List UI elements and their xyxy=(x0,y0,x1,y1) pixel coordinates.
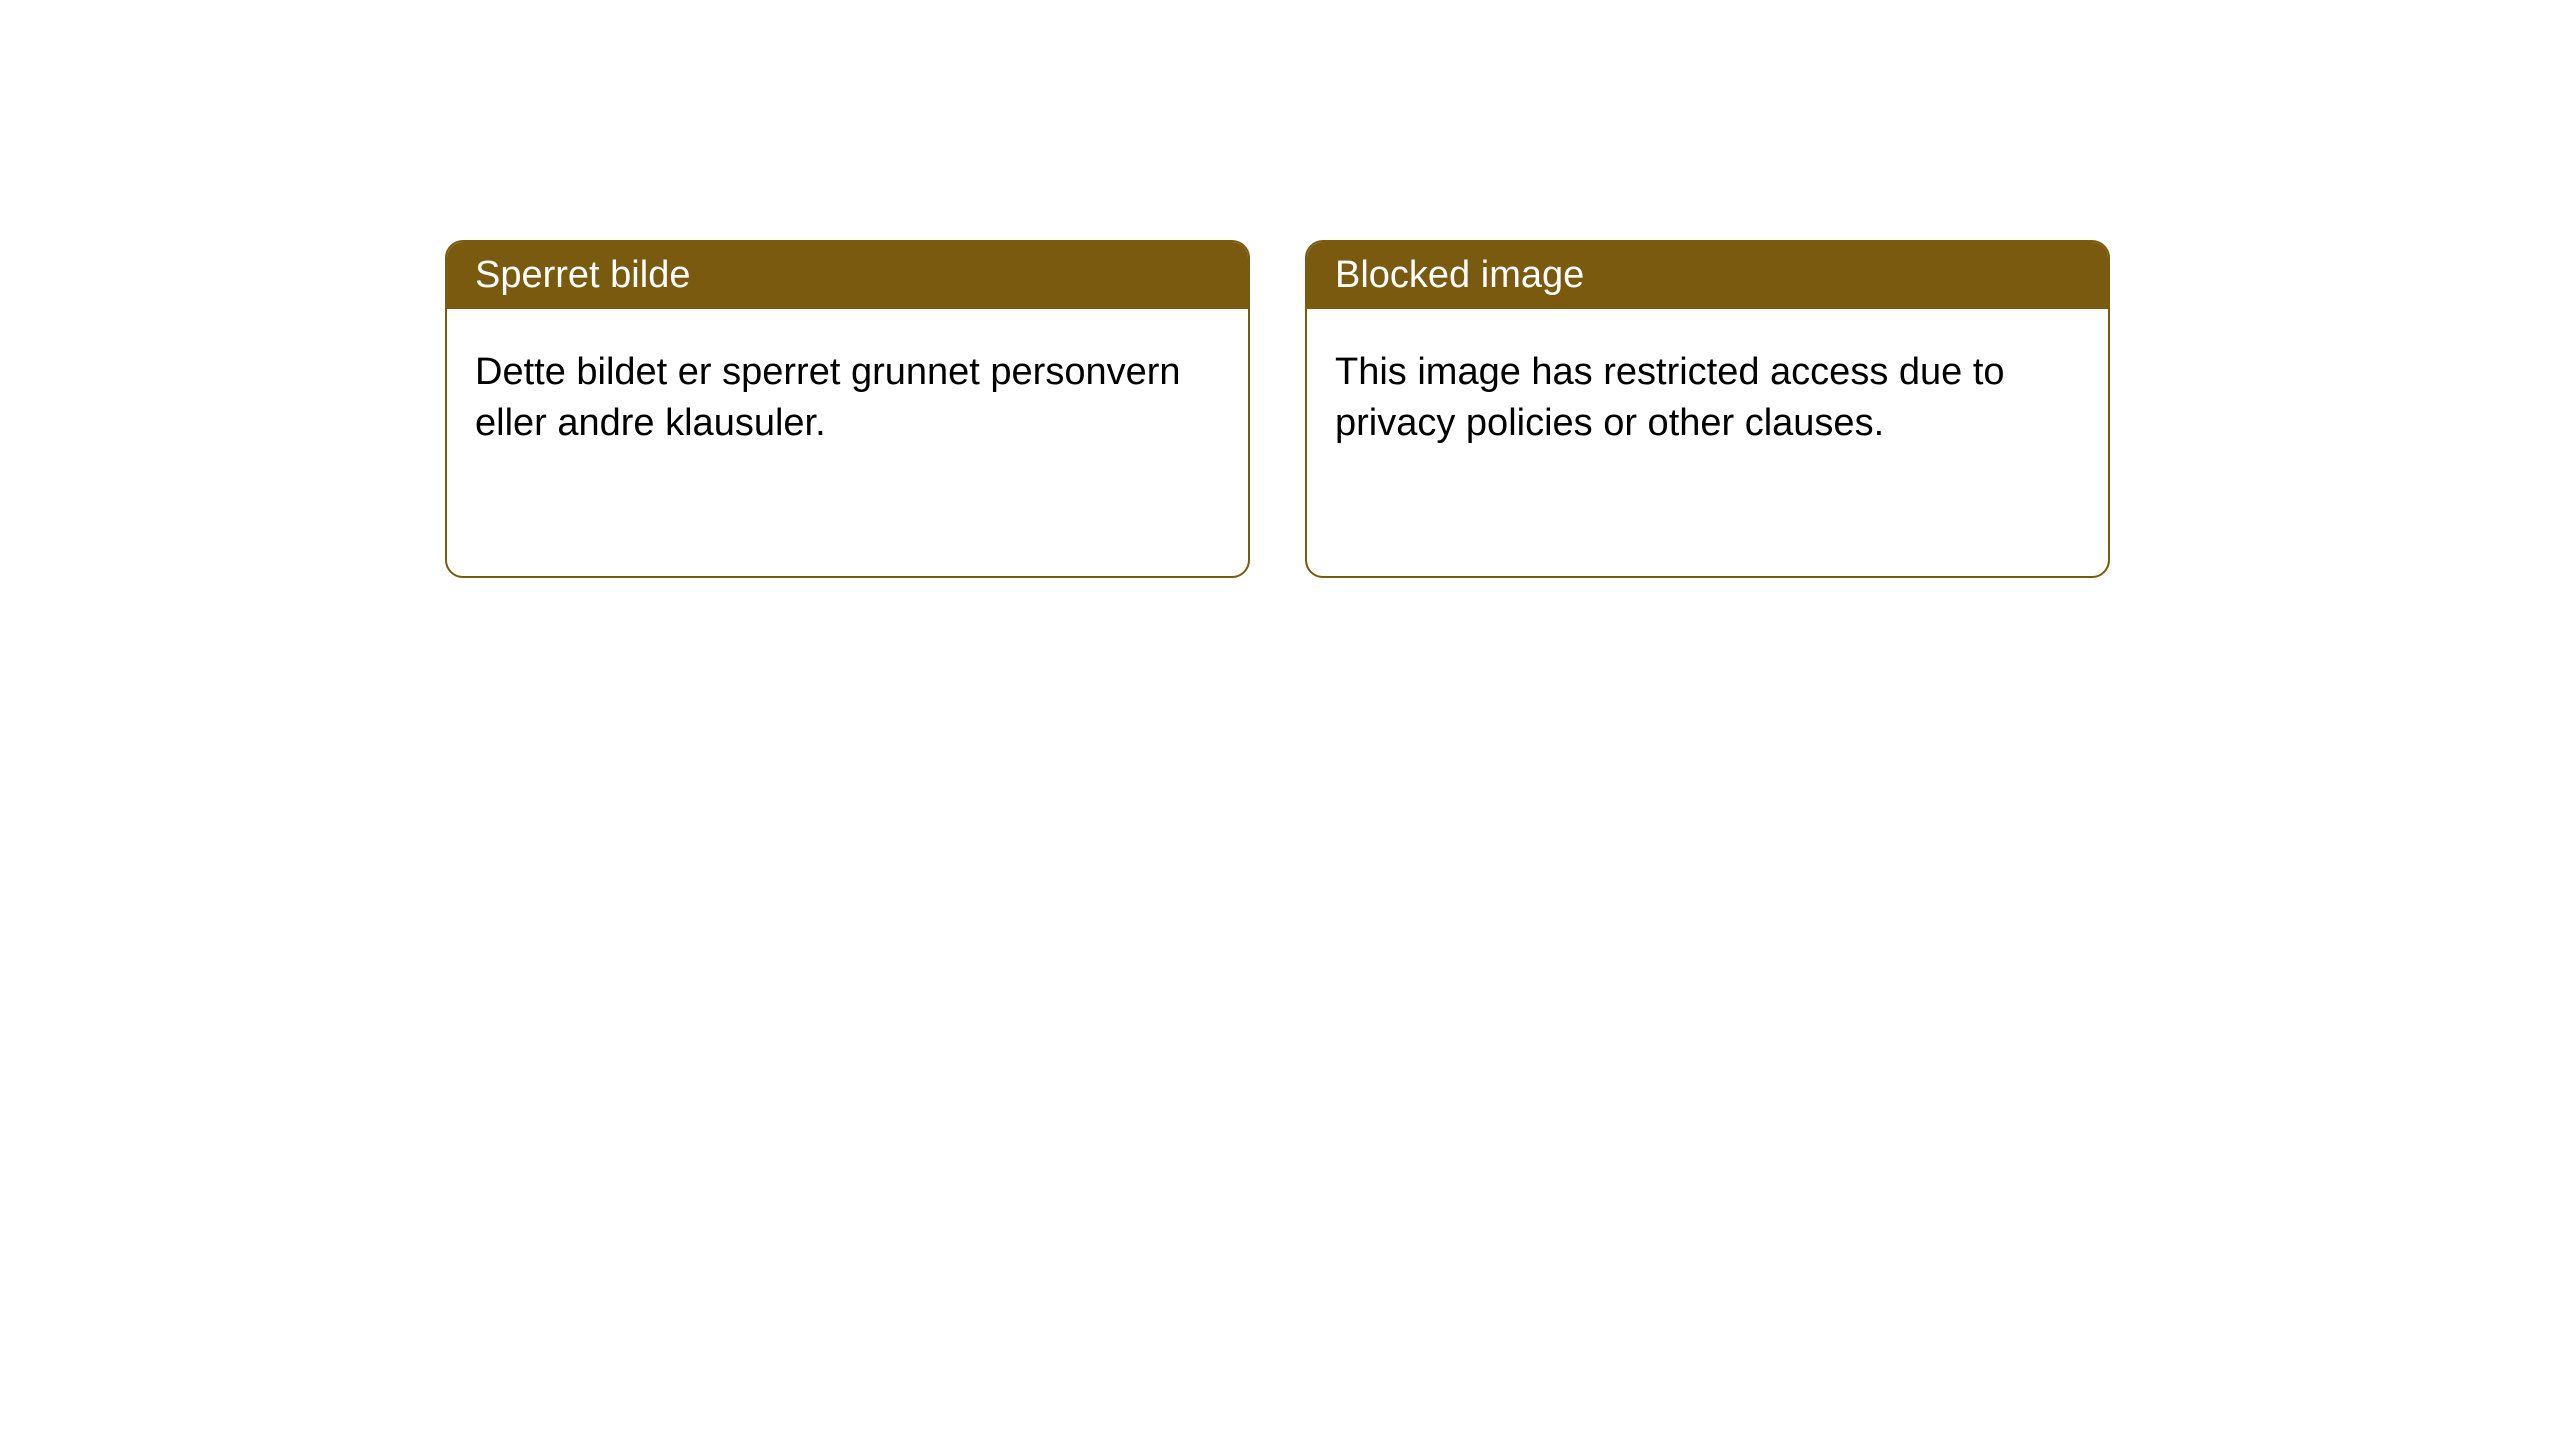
blocked-image-card-no: Sperret bilde Dette bildet er sperret gr… xyxy=(445,240,1250,578)
blocked-image-card-en: Blocked image This image has restricted … xyxy=(1305,240,2110,578)
card-header: Blocked image xyxy=(1307,242,2108,309)
card-body: This image has restricted access due to … xyxy=(1307,309,2108,488)
card-title: Blocked image xyxy=(1335,254,1584,296)
card-header: Sperret bilde xyxy=(447,242,1248,309)
card-body-text: Dette bildet er sperret grunnet personve… xyxy=(475,351,1181,444)
card-title: Sperret bilde xyxy=(475,254,690,296)
card-container: Sperret bilde Dette bildet er sperret gr… xyxy=(0,0,2560,578)
card-body-text: This image has restricted access due to … xyxy=(1335,351,2005,444)
card-body: Dette bildet er sperret grunnet personve… xyxy=(447,309,1248,488)
